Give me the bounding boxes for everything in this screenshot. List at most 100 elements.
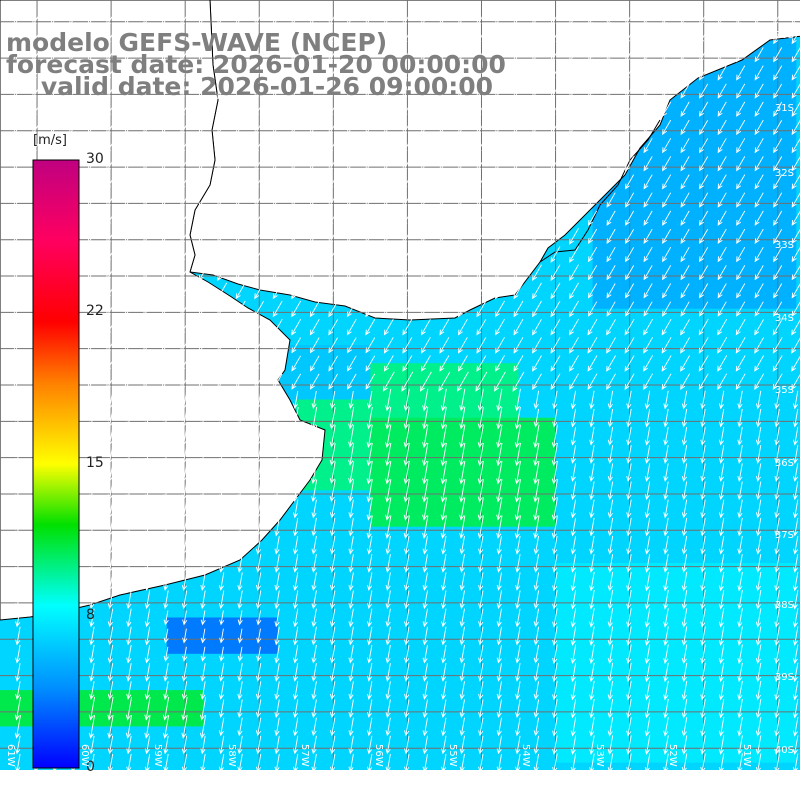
wind-cell [333,635,353,655]
wind-arrow [235,28,246,45]
wind-arrow [217,300,228,318]
wind-arrow [736,228,746,244]
wind-arrow [328,373,338,390]
wind-arrow [441,535,447,555]
wind-arrow [644,717,651,737]
wind-arrow [607,427,614,446]
wind-arrow [420,282,431,300]
wind-arrow [69,46,79,64]
wind-arrow [255,753,262,770]
wind-arrow [218,535,225,555]
wind-arrow [626,408,632,428]
wind-arrow [311,644,317,664]
wind-arrow [589,644,595,665]
wind-arrow [237,572,243,591]
wind-arrow [587,373,598,390]
wind-arrow [680,138,690,154]
wind-arrow [274,699,280,719]
wind-arrow [755,735,762,755]
wind-arrow [89,481,95,501]
wind-cell [425,454,445,473]
wind-arrow [367,590,373,610]
wind-arrow [329,572,336,591]
wind-cell [555,671,575,691]
wind-arrow [366,479,373,503]
wind-arrow [13,155,24,173]
wind-arrow [644,608,651,628]
wind-cell [592,635,612,655]
wind-arrow [254,155,265,173]
wind-arrow [551,515,558,539]
wind-arrow [478,554,484,573]
wind-cell [518,581,538,600]
wind-cell [388,708,408,728]
wind-arrow [495,28,505,45]
wind-cell [537,708,557,728]
wind-cell [666,109,686,128]
wind-arrow [791,355,800,372]
wind-cell [537,417,557,437]
wind-arrow [792,699,799,719]
wind-arrow [515,753,521,770]
wind-arrow [681,408,688,428]
wind-arrow [791,138,800,154]
wind-cell [129,744,149,764]
wind-arrow [346,137,357,154]
wind-arrow [106,101,116,118]
wind-arrow [309,209,320,227]
wind-arrow [365,82,376,100]
wind-arrow [439,228,450,245]
wind-arrow [515,572,521,591]
wind-arrow [161,318,172,336]
wind-arrow [717,337,728,354]
wind-arrow [791,246,800,263]
wind-arrow [643,10,653,27]
wind-cell [425,617,445,637]
wind-arrow [144,408,151,428]
wind-cell [666,599,686,619]
wind-arrow [717,156,727,172]
wind-cell [592,708,612,728]
wind-cell [648,290,668,310]
wind-arrow [624,318,635,336]
wind-arrow [772,355,783,372]
wind-cell [425,762,445,770]
wind-cell [703,199,723,219]
wind-arrow [237,445,243,464]
wind-arrow [218,391,225,410]
wind-cell [629,544,649,564]
lon-label-60w: 60W [79,744,90,767]
wind-arrow [791,47,800,63]
wind-arrow [514,442,521,467]
wind-cell [611,526,631,546]
wind-arrow [237,681,243,700]
wind-cell [703,181,723,201]
wind-arrow [532,355,542,372]
wind-arrow [607,590,614,610]
wind-cell [648,217,668,237]
wind-cell [777,181,797,201]
wind-arrow [254,173,265,191]
wind-cell [537,345,557,364]
wind-cell [333,363,353,382]
wind-cell [537,544,557,564]
wind-arrow [180,101,190,118]
wind-arrow [754,10,764,27]
wind-arrow [422,735,428,755]
wind-arrow [607,517,614,537]
wind-arrow [625,138,635,154]
wind-arrow [607,390,614,410]
wind-cell [370,381,390,401]
wind-cell [388,381,408,401]
wind-arrow [457,282,468,300]
wind-arrow [143,10,153,27]
wind-cell [722,236,742,255]
wind-arrow [50,101,61,118]
wind-cell [0,617,20,637]
wind-cell [500,635,520,655]
wind-arrow [513,209,524,227]
wind-arrow [607,608,614,628]
wind-cell [351,381,371,401]
wind-arrow [291,64,302,82]
wind-arrow [367,572,373,591]
